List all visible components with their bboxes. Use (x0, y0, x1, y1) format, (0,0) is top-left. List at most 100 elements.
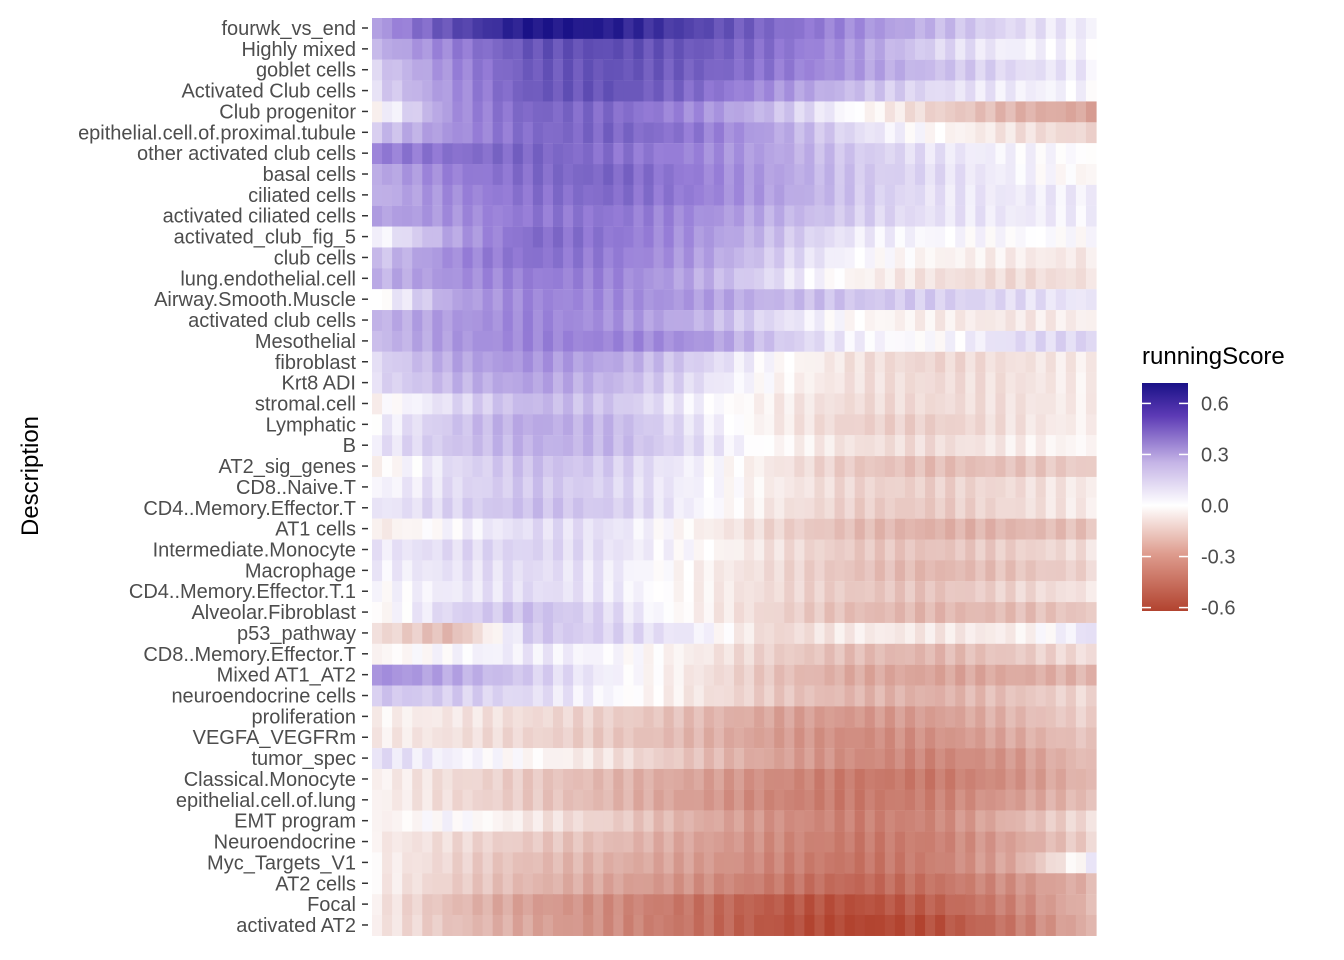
heatmap-cell (1065, 351, 1077, 373)
heatmap-cell (734, 205, 745, 227)
heatmap-cell (623, 789, 635, 811)
heatmap-cell (814, 706, 826, 728)
heatmap-cell (935, 831, 946, 853)
heatmap-cell (442, 768, 454, 790)
heatmap-cell (784, 351, 795, 373)
y-tick-label: Neuroendocrine (214, 832, 356, 854)
heatmap-cell (1035, 894, 1047, 916)
heatmap-cell (392, 497, 403, 519)
heatmap-cell (532, 622, 544, 644)
heatmap-cell (542, 894, 554, 916)
heatmap-cell (643, 59, 655, 81)
heatmap-cell (512, 789, 524, 811)
heatmap-cell (985, 560, 997, 582)
heatmap-cell (713, 476, 725, 498)
heatmap-cell (633, 351, 645, 373)
heatmap-cell (854, 289, 866, 311)
heatmap-cell (975, 539, 986, 561)
heatmap-row (372, 456, 1097, 478)
heatmap-cell (432, 456, 443, 478)
heatmap-cell (945, 351, 956, 373)
heatmap-cell (925, 643, 936, 665)
heatmap-cell (402, 664, 413, 686)
heatmap-cell (1005, 476, 1017, 498)
heatmap-cell (734, 310, 745, 332)
heatmap-cell (925, 289, 936, 311)
heatmap-cell (643, 143, 655, 165)
heatmap-cell (925, 18, 936, 39)
heatmap-cell (1075, 810, 1087, 832)
heatmap-cell (703, 894, 715, 916)
heatmap-cell (884, 602, 896, 624)
heatmap-cell (1025, 351, 1037, 373)
heatmap-cell (754, 914, 765, 936)
heatmap-cell (1005, 435, 1017, 457)
heatmap-cell (492, 247, 504, 269)
heatmap-cell (995, 810, 1007, 832)
heatmap-row (372, 59, 1097, 81)
heatmap-cell (452, 59, 464, 81)
heatmap-cell (563, 873, 574, 895)
heatmap-cell (955, 330, 966, 352)
heatmap-cell (472, 372, 484, 394)
heatmap-cell (392, 59, 403, 81)
heatmap-cell (955, 205, 966, 227)
heatmap-cell (683, 518, 695, 540)
heatmap-cell (412, 622, 423, 644)
heatmap-cell (1035, 789, 1047, 811)
heatmap-cell (603, 894, 614, 916)
heatmap-cell (703, 622, 715, 644)
heatmap-cell (995, 164, 1007, 186)
heatmap-cell (492, 330, 504, 352)
heatmap-cell (412, 831, 423, 853)
heatmap-cell (744, 330, 755, 352)
heatmap-cell (683, 289, 695, 311)
heatmap-cell (854, 310, 866, 332)
heatmap-cell (532, 560, 544, 582)
y-tick-label: Mesothelial (255, 331, 356, 353)
heatmap-cell (603, 226, 614, 248)
heatmap-cell (1055, 560, 1067, 582)
heatmap-cell (573, 268, 584, 290)
heatmap-cell (553, 59, 564, 81)
heatmap-cell (814, 164, 826, 186)
heatmap-cell (804, 435, 816, 457)
heatmap-row (372, 122, 1097, 144)
heatmap-cell (734, 351, 745, 373)
heatmap-cell (1055, 456, 1067, 478)
heatmap-cell (1045, 289, 1057, 311)
heatmap-cell (603, 330, 614, 352)
heatmap-cell (935, 372, 946, 394)
heatmap-cell (693, 914, 705, 936)
heatmap-cell (412, 330, 423, 352)
heatmap-cell (744, 393, 755, 415)
heatmap-cell (673, 497, 685, 519)
heatmap-cell (693, 476, 705, 498)
heatmap-cell (884, 664, 896, 686)
heatmap-cell (633, 581, 645, 603)
heatmap-cell (1065, 80, 1077, 102)
heatmap-cell (985, 310, 997, 332)
heatmap-cell (945, 873, 956, 895)
heatmap-cell (1085, 435, 1097, 457)
heatmap-cell (372, 289, 383, 311)
heatmap-cell (502, 372, 514, 394)
heatmap-cell (553, 414, 564, 436)
heatmap-cell (392, 80, 403, 102)
heatmap-cell (1015, 894, 1027, 916)
heatmap-cell (824, 873, 836, 895)
heatmap-cell (502, 852, 514, 874)
heatmap-cell (955, 914, 966, 936)
heatmap-cell (734, 518, 745, 540)
heatmap-cell (754, 622, 765, 644)
heatmap-cell (613, 122, 624, 144)
heatmap-cell (432, 873, 443, 895)
heatmap-cell (764, 393, 775, 415)
heatmap-row (372, 414, 1097, 436)
heatmap-cell (784, 372, 795, 394)
heatmap-cell (1055, 226, 1067, 248)
heatmap-cell (884, 476, 896, 498)
heatmap-cell (573, 414, 584, 436)
heatmap-cell (422, 727, 433, 749)
heatmap-cell (754, 456, 765, 478)
